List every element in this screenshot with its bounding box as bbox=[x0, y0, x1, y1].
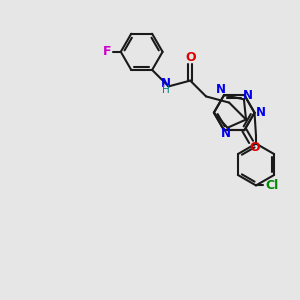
Text: N: N bbox=[243, 89, 254, 102]
Text: O: O bbox=[249, 141, 260, 154]
Text: N: N bbox=[161, 77, 171, 90]
Text: O: O bbox=[185, 51, 196, 64]
Text: N: N bbox=[256, 106, 266, 119]
Text: F: F bbox=[103, 45, 112, 58]
Text: N: N bbox=[221, 127, 231, 140]
Text: Cl: Cl bbox=[266, 179, 279, 192]
Text: H: H bbox=[162, 85, 170, 95]
Text: N: N bbox=[216, 83, 226, 96]
